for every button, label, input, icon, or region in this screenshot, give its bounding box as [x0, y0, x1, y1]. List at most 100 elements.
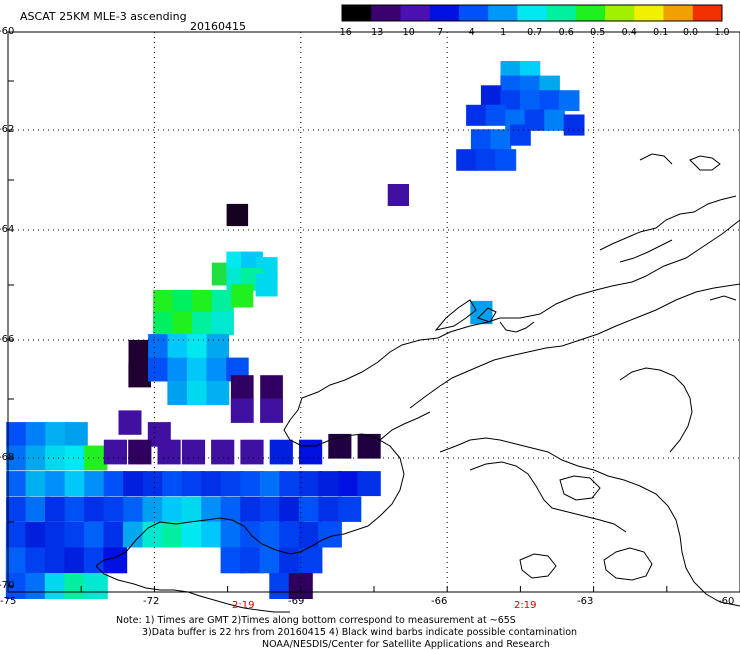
colorbar-label: -0.4: [618, 27, 637, 38]
time-mark-left: 2:19: [232, 600, 255, 611]
data-cell: [539, 90, 560, 111]
data-cell: [485, 104, 507, 126]
colorbar-label: 1.0: [714, 27, 730, 38]
data-cell: [167, 381, 191, 406]
data-cell: [45, 445, 69, 471]
data-cell: [6, 471, 30, 497]
data-cell: [260, 398, 283, 423]
data-cell: [142, 471, 167, 497]
data-cell: [298, 522, 323, 548]
lat-label-64: -64: [0, 224, 15, 235]
data-cell: [64, 522, 89, 548]
data-cell: [544, 109, 565, 131]
colorbar-label: 0.0: [682, 27, 699, 38]
data-cell: [44, 547, 69, 574]
data-cell: [25, 471, 49, 497]
data-cell: [466, 104, 487, 126]
data-cell: [240, 439, 264, 465]
data-cell: [211, 289, 234, 314]
data-cell: [269, 439, 293, 465]
data-cell: [187, 357, 210, 382]
data-cell: [45, 522, 69, 548]
data-cell: [123, 522, 147, 548]
product-title: ASCAT 25KM MLE-3 ascending: [20, 10, 187, 23]
data-cell: [84, 522, 108, 548]
data-cell: [5, 522, 30, 548]
data-cell: [240, 547, 264, 574]
data-cell: [162, 471, 186, 497]
data-cell: [470, 300, 493, 325]
data-cell: [142, 522, 167, 548]
colorbar-label: -4: [465, 27, 475, 38]
data-cell: [157, 439, 181, 465]
data-cell: [103, 439, 127, 465]
data-cell: [240, 471, 264, 497]
data-cell: [495, 149, 517, 171]
data-cell: [220, 496, 245, 522]
data-cell: [167, 357, 191, 382]
colorbar-swatch: [371, 5, 401, 21]
colorbar-swatch: [517, 5, 548, 21]
colorbar-label: -10: [399, 27, 415, 38]
data-cell: [387, 184, 409, 206]
data-cell: [456, 149, 478, 171]
data-cell: [187, 334, 210, 358]
data-cell: [181, 471, 206, 497]
data-cell: [45, 422, 69, 447]
data-cell: [148, 334, 171, 358]
data-cell: [162, 522, 186, 548]
data-cell: [490, 129, 512, 151]
data-cell: [220, 547, 245, 574]
data-cell: [299, 439, 323, 465]
data-cell: [279, 522, 303, 548]
data-cell: [192, 311, 215, 336]
data-cell: [172, 311, 195, 336]
data-cell: [162, 496, 186, 522]
colorbar-swatch: [575, 5, 606, 21]
data-cell: [25, 496, 49, 522]
data-cell: [192, 289, 215, 314]
colorbar-swatch: [663, 5, 694, 21]
data-cell: [6, 445, 30, 471]
data-cell: [480, 85, 502, 107]
lat-label-66: -66: [0, 334, 15, 345]
colorbar-swatch: [400, 5, 431, 21]
data-cell: [123, 471, 147, 497]
data-cell: [64, 471, 88, 497]
data-cell: [231, 284, 254, 308]
data-cell: [259, 496, 284, 522]
data-cell: [128, 363, 151, 388]
colorbar-swatch: [429, 5, 460, 21]
lon-label-60: -60: [718, 596, 735, 607]
lat-label-62: -62: [0, 124, 15, 135]
data-cell: [64, 445, 88, 471]
colorbar-label: -16: [336, 27, 352, 38]
colorbar-label: -13: [367, 27, 384, 38]
data-cell: [83, 573, 108, 599]
data-cell: [181, 522, 206, 548]
backscatter-cells: [5, 61, 585, 599]
data-cell: [318, 471, 342, 497]
data-cell: [128, 439, 152, 465]
data-cell: [181, 439, 206, 465]
data-cell: [45, 471, 69, 497]
colorbar-label: -0.1: [649, 27, 669, 38]
note-line-2: 3)Data buffer is 22 hrs from 20160415 4)…: [142, 627, 578, 638]
data-cell: [206, 381, 230, 406]
colorbar-swatch: [692, 5, 723, 21]
data-cell: [211, 439, 235, 465]
axis-ticks: [7, 31, 740, 592]
data-cell: [558, 90, 580, 111]
data-cell: [25, 522, 50, 548]
data-cell: [172, 289, 195, 314]
colorbar-swatch: [458, 5, 489, 21]
data-cell: [6, 422, 30, 447]
data-cell: [563, 114, 585, 136]
data-cell: [211, 311, 234, 336]
data-cell: [103, 547, 128, 574]
data-cell: [279, 471, 303, 497]
data-cell: [260, 375, 283, 400]
data-cell: [84, 471, 108, 497]
data-cell: [64, 547, 89, 574]
colorbar-label: -0.6: [555, 27, 574, 38]
